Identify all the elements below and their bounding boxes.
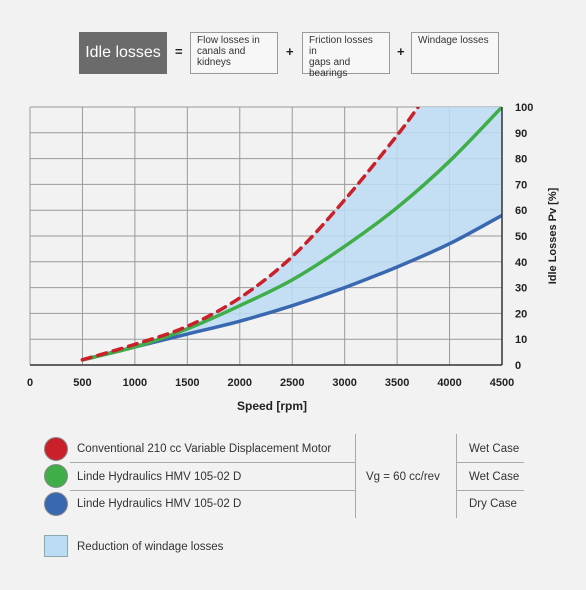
case-label-2: Wet Case (469, 471, 520, 483)
case-label-3: Dry Case (469, 498, 517, 510)
y-tick-label: 100 (515, 102, 533, 114)
x-tick-label: 0 (27, 377, 33, 389)
y-tick-labels: 0 10 20 30 40 50 60 70 80 90 100 (515, 102, 533, 372)
vg-label: Vg = 60 cc/rev (366, 471, 440, 483)
y-tick-label: 30 (515, 283, 527, 295)
flow-losses-box: Flow losses in canals and kidneys (190, 32, 278, 74)
series-line-1 (80, 107, 420, 362)
legend-dot-red (44, 437, 68, 461)
x-tick-label: 1000 (123, 377, 147, 389)
flow-losses-line-1: Flow losses in (197, 35, 260, 46)
friction-losses-box: Friction losses in gaps and bearings (302, 32, 390, 79)
legend-dot-blue (44, 492, 68, 516)
legend-separator-2 (70, 490, 355, 491)
friction-losses-line-2: gaps and (309, 57, 351, 68)
series-line-2 (80, 107, 502, 362)
y-tick-label: 90 (515, 128, 527, 140)
x-tick-label: 4000 (437, 377, 461, 389)
x-tick-label: 4500 (490, 377, 514, 389)
plus-sign-2: + (397, 44, 405, 59)
x-tick-label: 2000 (228, 377, 252, 389)
legend-label-2: Linde Hydraulics HMV 105-02 D (77, 471, 242, 483)
case-separator-2 (456, 490, 524, 491)
windage-losses-box: Windage losses (411, 32, 499, 74)
y-tick-label: 70 (515, 179, 527, 191)
legend-divider-1 (355, 434, 356, 518)
legend-separator-1 (70, 462, 355, 463)
y-tick-label: 50 (515, 231, 527, 243)
line-chart: 0 500 1000 1500 2000 2500 3000 3500 4000 4500 0 10… (27, 102, 559, 413)
legend-label-1: Conventional 210 cc Variable Displacemen… (77, 443, 332, 455)
legend-area-swatch (44, 535, 68, 557)
y-axis-label: Idle Losses Pv [%] (547, 187, 559, 284)
legend-divider-2 (456, 434, 457, 518)
windage-losses-line-1: Windage losses (418, 35, 489, 46)
x-tick-label: 3500 (385, 377, 409, 389)
legend-area-label: Reduction of windage losses (77, 541, 224, 553)
y-tick-label: 0 (515, 360, 521, 372)
x-axis-label: Speed [rpm] (237, 399, 307, 413)
idle-losses-label: Idle losses (79, 32, 167, 74)
legend-label-3: Linde Hydraulics HMV 105-02 D (77, 498, 242, 510)
x-tick-label: 1500 (175, 377, 199, 389)
axes-group (30, 107, 503, 366)
flow-losses-line-2: canals and (197, 46, 246, 57)
y-tick-label: 20 (515, 308, 527, 320)
y-tick-label: 60 (515, 205, 527, 217)
friction-losses-line-3: bearings (309, 68, 348, 79)
reduction-area (82, 107, 502, 360)
series-lines-group (80, 107, 502, 362)
y-tick-label: 40 (515, 257, 527, 269)
case-separator-1 (456, 462, 524, 463)
y-tick-label: 80 (515, 154, 527, 166)
friction-losses-line-1: Friction losses in (309, 35, 373, 57)
y-tick-label: 10 (515, 334, 527, 346)
plus-sign-1: + (286, 44, 294, 59)
x-tick-label: 500 (73, 377, 91, 389)
x-tick-label: 2500 (280, 377, 304, 389)
shaded-area-group (82, 107, 502, 360)
case-label-1: Wet Case (469, 443, 520, 455)
flow-losses-line-3: kidneys (197, 57, 231, 68)
x-tick-label: 3000 (332, 377, 356, 389)
equals-sign: = (175, 44, 183, 59)
legend-dot-green (44, 464, 68, 488)
x-tick-labels: 0 500 1000 1500 2000 2500 3000 3500 4000 4500 (27, 377, 514, 389)
